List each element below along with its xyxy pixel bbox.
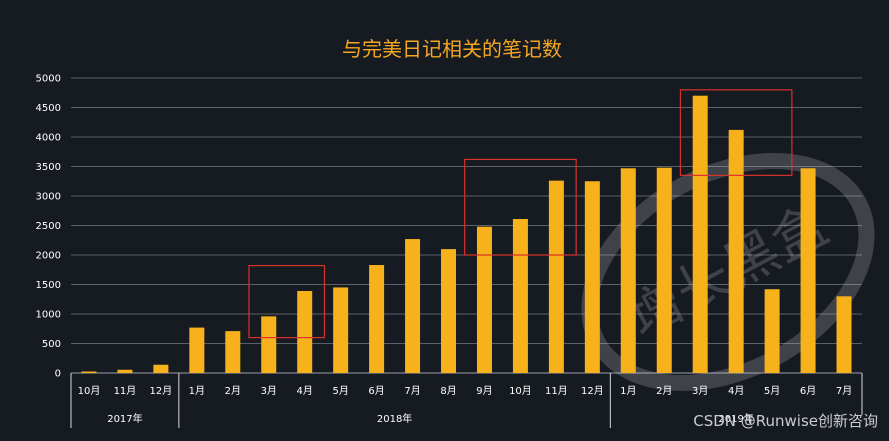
y-tick-label: 4500 [36, 103, 61, 114]
x-tick-label: 6月 [800, 385, 816, 397]
y-tick-label: 0 [55, 369, 61, 380]
y-tick-label: 1500 [36, 280, 61, 291]
bar [441, 249, 457, 373]
highlight-box [679, 89, 793, 176]
x-tick-label: 2月 [656, 385, 672, 397]
x-tick-label: 11月 [545, 385, 568, 397]
bar [836, 296, 852, 373]
x-tick-label: 12月 [581, 385, 604, 397]
watermark-stamp: 增长黑盒 [581, 153, 875, 391]
bar [728, 129, 744, 373]
x-tick-label: 2月 [225, 385, 241, 397]
x-group-label: 2018年 [377, 412, 412, 425]
bar [189, 327, 205, 373]
y-axis-ticks: 0 500 1000 1500 2000 2500 3000 3500 4000 4500 5000 [36, 74, 61, 380]
x-tick-label: 1月 [620, 385, 636, 397]
chart-title: 与完美日记相关的笔记数 [342, 37, 562, 61]
stamp-group: 增长黑盒 [581, 153, 875, 391]
y-tick-label: 3500 [36, 162, 61, 173]
bar [764, 289, 780, 373]
bar [512, 219, 528, 373]
y-tick-label: 4000 [36, 133, 61, 144]
bar [117, 369, 133, 373]
x-tick-label: 10月 [78, 385, 101, 397]
bar [369, 265, 385, 373]
x-group-label: 2019年 [718, 412, 753, 425]
highlight-box [464, 158, 577, 256]
bar [800, 168, 816, 373]
x-tick-label: 1月 [189, 385, 205, 397]
bars [81, 95, 852, 373]
bar [153, 364, 169, 373]
x-tick-label: 7月 [836, 385, 852, 397]
y-tick-label: 2000 [36, 251, 61, 262]
bar [81, 371, 97, 373]
bar [692, 95, 708, 373]
bar [225, 331, 241, 373]
bar [584, 181, 600, 373]
highlight-boxes [248, 89, 793, 339]
x-tick-label: 11月 [114, 385, 137, 397]
bar [333, 287, 349, 373]
watermark-text: CSDN @Runwise创新咨询 [693, 412, 878, 430]
bar [297, 290, 313, 373]
x-tick-label: 3月 [261, 385, 277, 397]
bar [656, 167, 672, 373]
x-tick-label: 3月 [692, 385, 708, 397]
x-tick-label: 9月 [476, 385, 492, 397]
x-group-label: 2017年 [107, 412, 142, 425]
y-tick-label: 2500 [36, 221, 61, 232]
bar [476, 226, 492, 373]
y-tick-label: 5000 [36, 74, 61, 85]
x-tick-label: 4月 [728, 385, 744, 397]
x-tick-label: 12月 [150, 385, 173, 397]
x-tick-label: 5月 [332, 385, 348, 397]
x-tick-label: 5月 [764, 385, 780, 397]
bar [620, 168, 636, 373]
x-tick-label: 7月 [404, 385, 420, 397]
bar [405, 239, 421, 373]
y-tick-label: 500 [42, 339, 61, 350]
x-axis: 10月 11月 12月 1月 2月 3月 4月 5月 6月 7月 8月 9月 10月 11月 12月 1月 2月… [70, 373, 863, 428]
highlight-box [248, 265, 326, 339]
x-tick-label: 8月 [440, 385, 456, 397]
x-tick-label: 6月 [368, 385, 384, 397]
x-tick-label: 4月 [297, 385, 313, 397]
y-tick-label: 1000 [36, 310, 61, 321]
x-tick-label: 10月 [509, 385, 532, 397]
bar [548, 180, 564, 373]
y-tick-label: 3000 [36, 192, 61, 203]
bar [261, 316, 277, 373]
